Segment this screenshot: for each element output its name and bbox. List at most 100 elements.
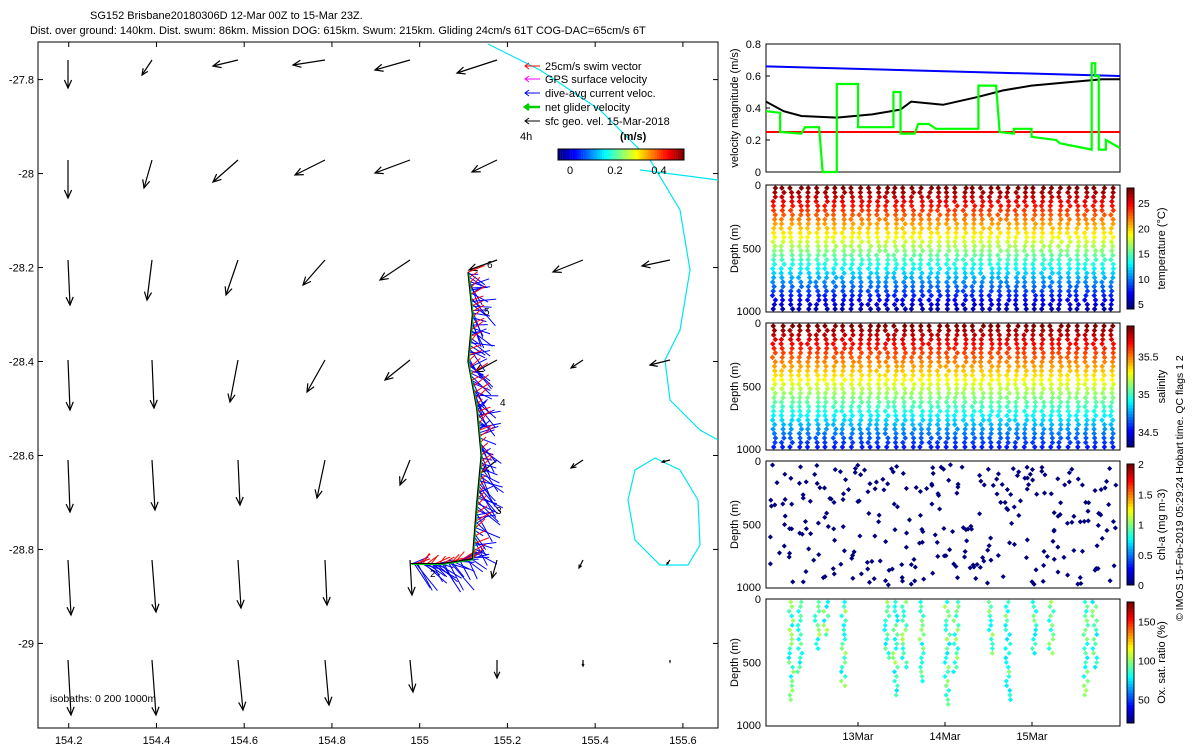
dive-avg-current-arrow xyxy=(422,563,441,576)
section-dot xyxy=(1049,229,1055,236)
map-xtick-label: 154.8 xyxy=(318,735,346,747)
section-dot xyxy=(1083,367,1089,374)
section-dot xyxy=(919,678,926,684)
section-colorbar-cell xyxy=(1127,206,1134,210)
section-dot xyxy=(978,421,984,428)
section-dot xyxy=(814,372,821,379)
section-dot xyxy=(927,408,934,414)
section-dot xyxy=(1074,444,1081,450)
section-dot xyxy=(832,306,838,312)
section-colorbar-cell xyxy=(1127,191,1134,195)
section-dot xyxy=(813,301,820,308)
section-dot xyxy=(1013,216,1019,223)
section-colorbar-cell xyxy=(1127,470,1134,474)
section-dot xyxy=(908,256,915,263)
section-dot xyxy=(1109,367,1115,374)
section-dot xyxy=(884,270,891,276)
section-dot xyxy=(1092,225,1099,232)
section-dot xyxy=(877,558,883,564)
section-dot xyxy=(839,372,845,379)
section-dot xyxy=(841,221,848,227)
section-dot xyxy=(901,288,908,294)
section-dot xyxy=(1057,435,1064,441)
section-dot xyxy=(900,189,906,196)
section-dot xyxy=(943,372,950,379)
section-dot xyxy=(1003,301,1010,308)
section-dot xyxy=(787,229,794,236)
section-dot xyxy=(841,341,848,347)
section-dot xyxy=(867,444,873,450)
section-colorbar-cell xyxy=(1127,707,1134,712)
section-dot xyxy=(782,513,788,519)
section-dot xyxy=(1056,394,1062,401)
section-dot xyxy=(1049,622,1055,628)
section-dot xyxy=(1108,288,1115,294)
sfc-geo-arrow xyxy=(491,559,498,579)
section-dot xyxy=(909,234,915,241)
section-colorbar-cell xyxy=(1127,209,1134,213)
section-dot xyxy=(832,185,838,191)
section-dot xyxy=(822,439,828,446)
section-dot xyxy=(935,297,941,303)
section-dot xyxy=(934,229,941,236)
section-dot xyxy=(917,636,923,642)
section-dot xyxy=(1067,283,1073,290)
colorbar-cell xyxy=(566,149,569,160)
section-dot xyxy=(1064,336,1071,343)
section-dot xyxy=(1057,297,1063,303)
section-dot xyxy=(867,283,874,290)
section-dot xyxy=(902,417,908,423)
section-colorbar-cell xyxy=(1127,443,1134,448)
section-dot xyxy=(892,678,898,684)
section-dot xyxy=(804,381,811,388)
section-dot xyxy=(840,524,846,530)
section-colorbar-cell xyxy=(1127,188,1134,192)
section-dot xyxy=(858,412,865,419)
section-dot xyxy=(1047,323,1053,329)
section-dot xyxy=(797,421,804,428)
section-dot xyxy=(1110,345,1117,352)
section-dot xyxy=(1082,354,1088,361)
section-dot xyxy=(1099,261,1106,268)
section-dot xyxy=(1048,599,1054,605)
colorbar-cell xyxy=(623,149,626,160)
section-colorbar-cell xyxy=(1127,230,1134,234)
section-dot xyxy=(1075,238,1082,245)
section-dot xyxy=(1038,270,1045,276)
dive-avg-current-arrow xyxy=(449,561,475,591)
section-dot xyxy=(926,385,932,392)
sfc-geo-arrow xyxy=(306,359,326,393)
section-dot xyxy=(962,189,968,196)
section-dot xyxy=(1091,376,1098,383)
section-dot xyxy=(876,512,882,518)
section-dot xyxy=(796,444,803,450)
section-dot xyxy=(1062,482,1068,488)
section-dot xyxy=(963,421,969,428)
section-dot xyxy=(797,238,804,245)
section-dot xyxy=(1021,444,1028,450)
section-dot xyxy=(883,283,889,290)
sfc-geo-arrow xyxy=(229,359,239,403)
section-dot xyxy=(839,238,846,245)
section-dot xyxy=(800,492,806,498)
swim-vector-arrow xyxy=(468,358,481,369)
section-dot xyxy=(990,632,996,638)
sfc-geo-arrow-head xyxy=(399,476,407,487)
section-colorbar-cell xyxy=(1127,509,1134,513)
section-dot xyxy=(910,399,917,406)
section-dot xyxy=(918,669,924,675)
section-dot xyxy=(779,185,785,191)
section-dot xyxy=(909,332,916,338)
section-dot xyxy=(789,323,796,329)
section-dot xyxy=(891,341,898,347)
section-dot xyxy=(771,301,778,308)
dive-avg-current-arrow xyxy=(436,563,462,579)
section-dot xyxy=(1065,403,1071,410)
section-dot xyxy=(849,376,855,383)
section-dot xyxy=(1004,247,1011,254)
section-dot xyxy=(908,394,915,401)
section-dot xyxy=(986,256,993,263)
section-dot xyxy=(1049,390,1056,397)
section-colorbar-cell xyxy=(1127,617,1134,621)
section-dot xyxy=(986,608,992,614)
